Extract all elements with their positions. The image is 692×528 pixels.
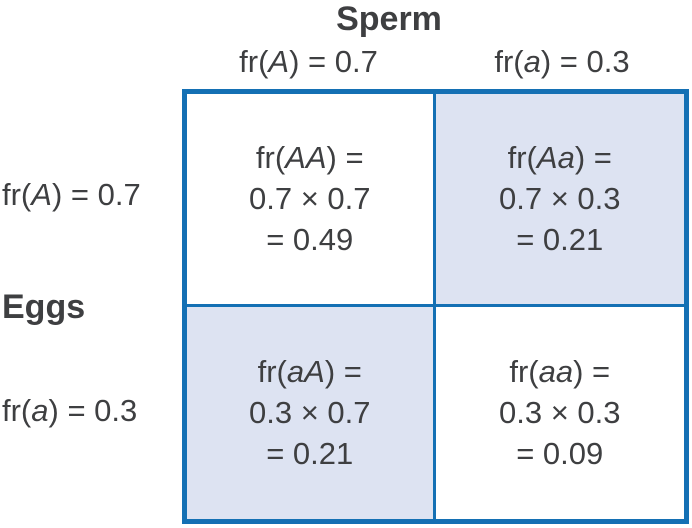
allele-symbol: a <box>523 44 541 79</box>
cell-AA: fr(AA) = 0.7 × 0.7 = 0.49 <box>187 94 436 307</box>
genotype-prefix: fr( <box>507 140 537 176</box>
genotype-suffix: ) = <box>324 354 362 390</box>
cell-genotype-line: fr(aA) = <box>258 351 362 392</box>
freq-suffix: ) = 0.7 <box>51 177 141 212</box>
genotype-suffix: ) = <box>574 140 612 176</box>
cell-product-line: 0.3 × 0.7 <box>248 395 371 431</box>
cell-result-line: = 0.21 <box>266 436 354 472</box>
column-header-freq-a: fr(a) = 0.3 <box>435 44 689 80</box>
cell-aA: fr(aA) = 0.3 × 0.7 = 0.21 <box>187 306 436 519</box>
cell-product-line: 0.7 × 0.7 <box>248 181 371 217</box>
cell-genotype-line: fr(Aa) = <box>508 137 612 178</box>
freq-suffix: ) = 0.3 <box>48 393 138 428</box>
allele-symbol: a <box>31 393 49 428</box>
cell-genotype-line: fr(aa) = <box>509 351 610 392</box>
eggs-axis-title: Eggs <box>2 288 86 326</box>
row-header-freq-A: fr(A) = 0.7 <box>2 177 141 213</box>
cell-product-line: 0.3 × 0.3 <box>498 395 621 431</box>
allele-symbol: A <box>31 177 52 212</box>
genotype-suffix: ) = <box>326 140 364 176</box>
cell-product-line: 0.7 × 0.3 <box>498 181 621 217</box>
freq-prefix: fr( <box>2 393 32 428</box>
genotype-prefix: fr( <box>257 354 287 390</box>
freq-suffix: ) = 0.3 <box>540 44 630 79</box>
freq-suffix: ) = 0.7 <box>289 44 378 79</box>
freq-prefix: fr( <box>494 44 524 79</box>
cell-result-line: = 0.21 <box>516 222 604 258</box>
punnett-grid: fr(AA) = 0.7 × 0.7 = 0.49 fr(Aa) = 0.7 ×… <box>182 89 689 524</box>
cell-genotype-line: fr(AA) = <box>256 137 364 178</box>
genotype-alleles: aa <box>538 354 574 390</box>
cell-result-line: = 0.49 <box>266 222 354 258</box>
cell-result-line: = 0.09 <box>516 436 604 472</box>
genotype-alleles: Aa <box>536 140 575 176</box>
genotype-prefix: fr( <box>255 140 286 176</box>
cell-Aa: fr(Aa) = 0.7 × 0.3 = 0.21 <box>435 94 684 307</box>
freq-prefix: fr( <box>239 44 269 79</box>
genotype-alleles: AA <box>285 140 327 176</box>
freq-prefix: fr( <box>2 177 32 212</box>
column-header-freq-A: fr(A) = 0.7 <box>182 44 435 80</box>
allele-symbol: A <box>268 44 290 79</box>
cell-aa: fr(aa) = 0.3 × 0.3 = 0.09 <box>435 306 684 519</box>
row-header-freq-a: fr(a) = 0.3 <box>2 393 137 429</box>
genotype-prefix: fr( <box>509 354 539 390</box>
genotype-alleles: aA <box>286 354 325 390</box>
sperm-axis-title: Sperm <box>336 0 442 38</box>
genotype-suffix: ) = <box>573 354 611 390</box>
